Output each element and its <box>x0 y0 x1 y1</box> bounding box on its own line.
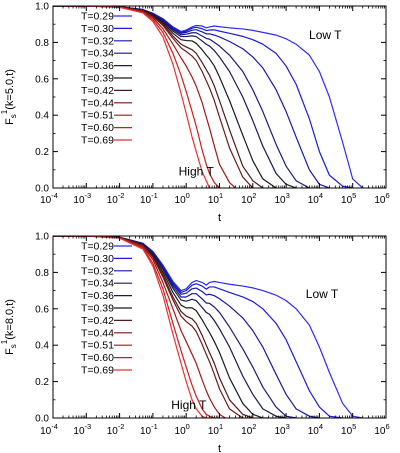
bottom-legend-label-7: T=0.44 <box>81 327 114 339</box>
top-y-tick-label: 0.0 <box>35 184 49 195</box>
bottom-y-tick-label: 0.4 <box>35 341 49 352</box>
bottom-series-line-9 <box>53 236 215 418</box>
bottom-x-axis-label: t <box>218 443 221 453</box>
bottom-annotation-1: High T <box>171 398 207 412</box>
top-panel: 10-4 10-3 10-2 10-1 100 101 102 103 104 105 106 0.0… <box>0 2 390 225</box>
top-y-tick-label: 0.8 <box>35 38 49 49</box>
bottom-x-tick-label: 101 <box>208 422 223 437</box>
bottom-y-axis-label: Fs1(k=8.0,t) <box>0 299 18 355</box>
bottom-x-tick-label: 104 <box>308 422 323 437</box>
bottom-y-tick-label: 0.6 <box>35 304 49 315</box>
bottom-y-tick-label: 0.8 <box>35 268 49 279</box>
top-legend-label-6: T=0.42 <box>81 85 114 97</box>
bottom-x-tick-label: 10-2 <box>107 422 125 437</box>
bottom-legend-label-4: T=0.36 <box>81 290 114 302</box>
top-legend-label-3: T=0.34 <box>81 48 114 60</box>
bottom-x-tick-label: 103 <box>274 422 289 437</box>
top-x-tick-label: 100 <box>175 191 190 206</box>
bottom-x-tick-label: 10-4 <box>40 422 58 437</box>
top-y-tick-label: 0.6 <box>35 74 49 85</box>
top-y-axis-label: Fs1(k=5.0,t) <box>0 69 18 125</box>
top-annotation-1: High T <box>179 164 215 178</box>
top-legend-label-10: T=0.69 <box>81 135 114 147</box>
bottom-y-tick-label: 0.2 <box>35 377 49 388</box>
top-x-tick-label: 103 <box>274 191 289 206</box>
bottom-series-line-10 <box>53 236 207 418</box>
top-legend-label-8: T=0.51 <box>81 110 114 122</box>
bottom-x-tick-label: 10-1 <box>140 422 158 437</box>
bottom-x-tick-label: 10-3 <box>73 422 91 437</box>
top-series-line-8 <box>53 6 236 188</box>
bottom-x-tick-label: 105 <box>341 422 356 437</box>
bottom-legend-label-1: T=0.30 <box>81 253 114 265</box>
top-legend-label-4: T=0.36 <box>81 60 114 72</box>
top-legend-label-0: T=0.29 <box>81 11 114 23</box>
top-x-tick-label: 10-1 <box>140 191 158 206</box>
bottom-panel: 10-4 10-3 10-2 10-1 100 101 102 103 104 105 106 0.0… <box>0 232 390 453</box>
bottom-legend-label-8: T=0.51 <box>81 340 114 352</box>
bottom-x-tick-label: 102 <box>241 422 256 437</box>
top-x-tick-label: 10-3 <box>73 191 91 206</box>
top-legend-label-1: T=0.30 <box>81 23 114 35</box>
top-series-lines <box>53 6 364 188</box>
top-x-tick-label: 102 <box>241 191 256 206</box>
top-legend-label-5: T=0.39 <box>81 73 114 85</box>
bottom-series-line-8 <box>53 236 226 418</box>
top-legend: T=0.29T=0.30T=0.32T=0.34T=0.36T=0.39T=0.… <box>81 11 132 147</box>
bottom-series-line-4 <box>53 236 287 418</box>
top-x-tick-label: 106 <box>374 191 389 206</box>
top-y-tick-label: 1.0 <box>35 2 49 13</box>
bottom-y-tick-label: 0.0 <box>35 414 49 425</box>
top-x-tick-label: 10-2 <box>107 191 125 206</box>
top-legend-label-7: T=0.44 <box>81 97 114 109</box>
top-legend-label-2: T=0.32 <box>81 35 114 47</box>
bottom-legend-label-5: T=0.39 <box>81 303 114 315</box>
top-series-line-7 <box>53 6 254 188</box>
top-y-tick-label: 0.4 <box>35 111 49 122</box>
top-x-tick-label: 105 <box>341 191 356 206</box>
top-x-tick-label: 101 <box>208 191 223 206</box>
bottom-legend-label-9: T=0.60 <box>81 352 114 364</box>
top-series-line-10 <box>53 6 211 188</box>
top-annotation-0: Low T <box>309 28 342 42</box>
bottom-legend-label-2: T=0.32 <box>81 265 114 277</box>
top-x-tick-label: 104 <box>308 191 323 206</box>
top-y-tick-label: 0.2 <box>35 147 49 158</box>
bottom-legend-label-10: T=0.69 <box>81 365 114 377</box>
top-x-axis-label: t <box>218 212 221 224</box>
bottom-annotation-0: Low T <box>306 287 339 301</box>
bottom-x-tick-label: 106 <box>374 422 389 437</box>
bottom-series-lines <box>53 236 363 418</box>
bottom-legend-label-0: T=0.29 <box>81 241 114 253</box>
top-x-tick-label: 10-4 <box>40 191 58 206</box>
bottom-x-tick-label: 100 <box>175 422 190 437</box>
bottom-series-line-7 <box>53 236 244 418</box>
top-legend-label-9: T=0.60 <box>81 122 114 134</box>
bottom-y-tick-label: 1.0 <box>35 232 49 243</box>
bottom-legend: T=0.29T=0.30T=0.32T=0.34T=0.36T=0.39T=0.… <box>81 241 132 377</box>
bottom-legend-label-3: T=0.34 <box>81 278 114 290</box>
bottom-legend-label-6: T=0.42 <box>81 315 114 327</box>
